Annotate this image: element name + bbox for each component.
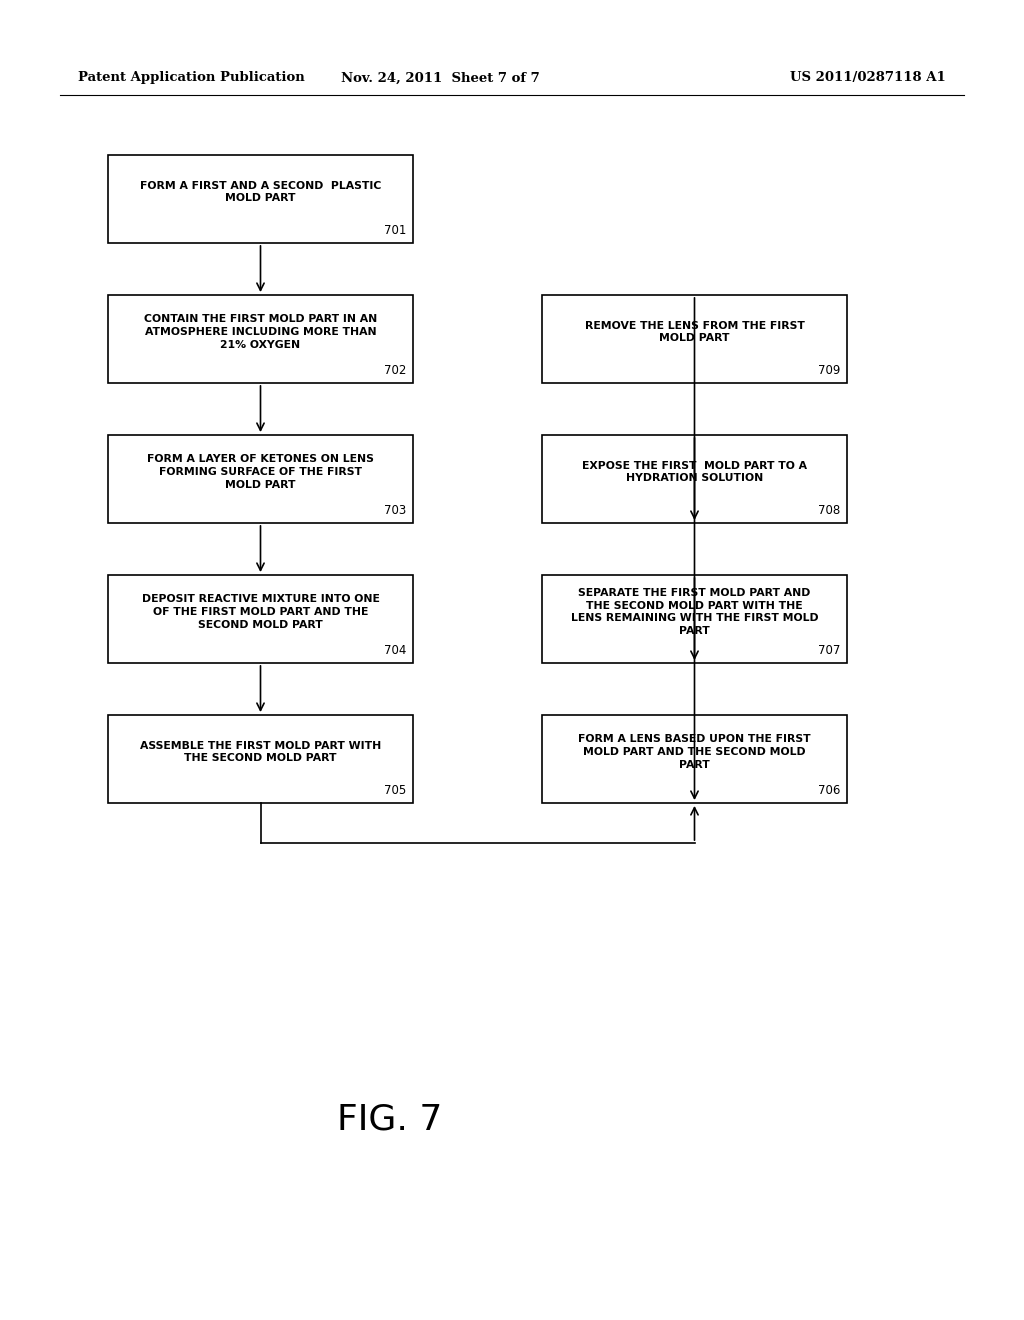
Text: 703: 703 — [384, 504, 406, 517]
Text: REMOVE THE LENS FROM THE FIRST
MOLD PART: REMOVE THE LENS FROM THE FIRST MOLD PART — [585, 321, 805, 343]
Bar — [542, 436, 847, 523]
Text: FIG. 7: FIG. 7 — [337, 1104, 442, 1137]
Text: Nov. 24, 2011  Sheet 7 of 7: Nov. 24, 2011 Sheet 7 of 7 — [341, 71, 540, 84]
Text: Patent Application Publication: Patent Application Publication — [78, 71, 305, 84]
Text: 707: 707 — [817, 644, 840, 657]
Text: CONTAIN THE FIRST MOLD PART IN AN
ATMOSPHERE INCLUDING MORE THAN
21% OXYGEN: CONTAIN THE FIRST MOLD PART IN AN ATMOSP… — [144, 314, 377, 350]
Bar — [108, 154, 413, 243]
Text: 709: 709 — [817, 364, 840, 378]
Text: 705: 705 — [384, 784, 406, 797]
Text: 708: 708 — [818, 504, 840, 517]
Bar — [542, 576, 847, 663]
Text: ASSEMBLE THE FIRST MOLD PART WITH
THE SECOND MOLD PART: ASSEMBLE THE FIRST MOLD PART WITH THE SE… — [140, 741, 381, 763]
Text: 706: 706 — [817, 784, 840, 797]
Bar — [108, 294, 413, 383]
Text: FORM A LAYER OF KETONES ON LENS
FORMING SURFACE OF THE FIRST
MOLD PART: FORM A LAYER OF KETONES ON LENS FORMING … — [147, 454, 374, 490]
Text: DEPOSIT REACTIVE MIXTURE INTO ONE
OF THE FIRST MOLD PART AND THE
SECOND MOLD PAR: DEPOSIT REACTIVE MIXTURE INTO ONE OF THE… — [141, 594, 380, 630]
Text: SEPARATE THE FIRST MOLD PART AND
THE SECOND MOLD PART WITH THE
LENS REMAINING WI: SEPARATE THE FIRST MOLD PART AND THE SEC… — [570, 587, 818, 636]
Bar — [542, 715, 847, 803]
Text: 702: 702 — [384, 364, 406, 378]
Bar — [108, 715, 413, 803]
Text: 701: 701 — [384, 224, 406, 238]
Text: EXPOSE THE FIRST  MOLD PART TO A
HYDRATION SOLUTION: EXPOSE THE FIRST MOLD PART TO A HYDRATIO… — [582, 461, 807, 483]
Bar — [108, 436, 413, 523]
Bar — [108, 576, 413, 663]
Bar — [542, 294, 847, 383]
Text: US 2011/0287118 A1: US 2011/0287118 A1 — [791, 71, 946, 84]
Text: 704: 704 — [384, 644, 406, 657]
Text: FORM A FIRST AND A SECOND  PLASTIC
MOLD PART: FORM A FIRST AND A SECOND PLASTIC MOLD P… — [140, 181, 381, 203]
Text: FORM A LENS BASED UPON THE FIRST
MOLD PART AND THE SECOND MOLD
PART: FORM A LENS BASED UPON THE FIRST MOLD PA… — [579, 734, 811, 770]
